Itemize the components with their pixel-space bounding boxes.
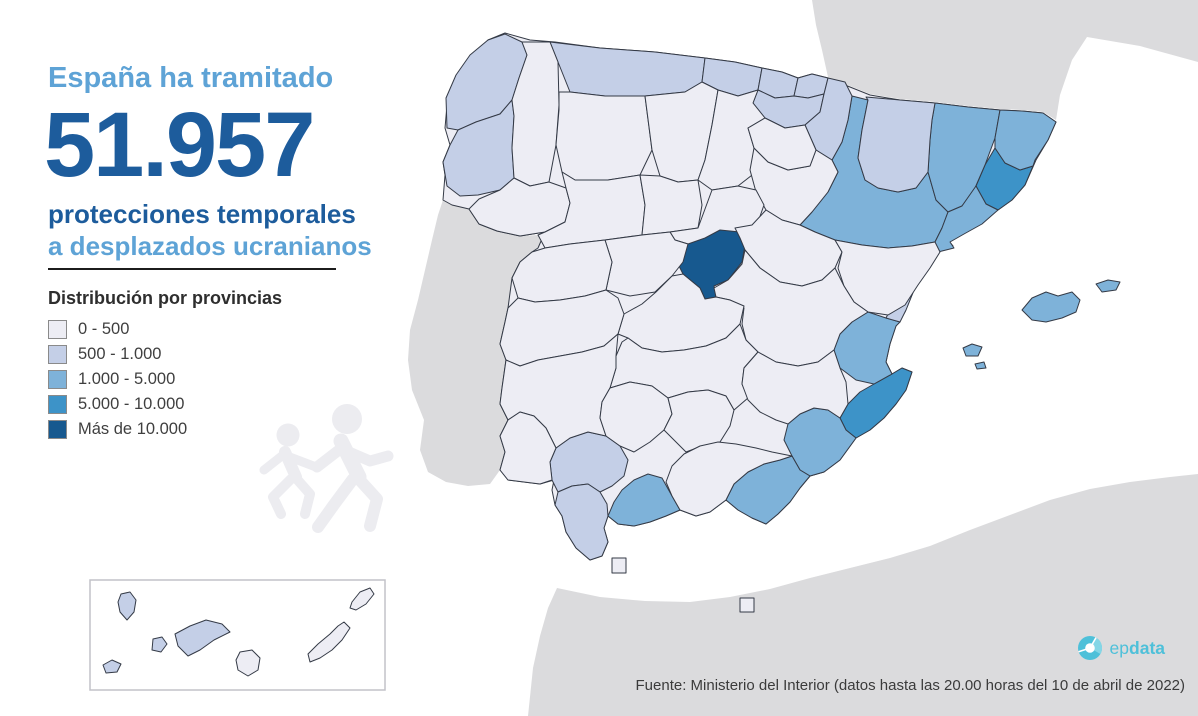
province-la-gomera [151, 636, 168, 653]
province-menorca [1095, 279, 1121, 293]
legend: Distribución por provincias 0 - 500 500 … [48, 288, 348, 445]
province-la-palma [117, 591, 137, 621]
province-melilla [739, 597, 755, 613]
epdata-ep: ep [1109, 637, 1130, 658]
legend-label: Más de 10.000 [78, 420, 188, 438]
province-leon [555, 91, 653, 181]
province-ourense [468, 177, 571, 237]
divider-line [48, 268, 336, 270]
province-fuerteventura [307, 621, 351, 663]
province-malaga [607, 473, 681, 527]
province-teruel [834, 239, 941, 316]
portugal-landmass [408, 200, 545, 486]
epdata-data: data [1129, 637, 1165, 658]
legend-swatch [48, 320, 67, 339]
legend-label: 1.000 - 5.000 [78, 370, 176, 388]
africa-landmass [528, 474, 1198, 716]
province-polygons [442, 32, 1121, 613]
province-ibiza [962, 343, 983, 357]
province-huesca [857, 96, 936, 193]
legend-swatch [48, 395, 67, 414]
legend-item: 500 - 1.000 [48, 345, 348, 364]
province-cadiz [554, 483, 609, 561]
province-granada [665, 441, 793, 517]
headline-intro: España ha tramitado [48, 62, 334, 94]
france-landmass [812, 0, 1198, 120]
province-gran-canaria [235, 649, 261, 677]
legend-title: Distribución por provincias [48, 288, 283, 308]
province-valladolid [639, 174, 703, 236]
total-count: 51.957 [44, 94, 315, 197]
legend-swatch [48, 420, 67, 439]
province-albacete [741, 349, 849, 425]
legend-swatch [48, 370, 67, 389]
province-lanzarote [349, 587, 375, 611]
running-refugees-icon [259, 404, 394, 533]
province-ceuta [611, 557, 627, 574]
province-mallorca [1021, 291, 1081, 323]
legend-item: 5.000 - 10.000 [48, 395, 348, 414]
province-formentera [974, 361, 987, 370]
province-alicante [839, 367, 913, 439]
headline-block: España ha tramitado 51.957 protecciones … [44, 62, 408, 262]
province-huelva [499, 411, 557, 485]
legend-item: 1.000 - 5.000 [48, 370, 348, 389]
legend-item: 0 - 500 [48, 320, 348, 339]
canary-islands-shapes [102, 587, 375, 677]
legend-label: 0 - 500 [78, 320, 130, 338]
province-asturias [549, 41, 706, 97]
province-tenerife [174, 619, 231, 657]
legend-item: Más de 10.000 [48, 420, 348, 439]
legend-swatch [48, 345, 67, 364]
province-el-hierro [102, 659, 122, 674]
donut-chart-icon [1077, 636, 1102, 660]
province-rioja [747, 117, 817, 171]
legend-label: 500 - 1.000 [78, 345, 162, 363]
epdata-logo: epdata [1077, 635, 1165, 661]
province-cordoba [599, 381, 673, 453]
source-note: Fuente: Ministerio del Interior (datos h… [635, 677, 1186, 694]
neutral-landmasses [408, 0, 1198, 716]
epdata-wordmark: epdata [1110, 638, 1165, 659]
headline-line2: protecciones temporales [48, 199, 356, 230]
province-girona [994, 109, 1057, 171]
headline-line3: a desplazados ucranianos [48, 230, 372, 261]
legend-label: 5.000 - 10.000 [78, 395, 185, 413]
